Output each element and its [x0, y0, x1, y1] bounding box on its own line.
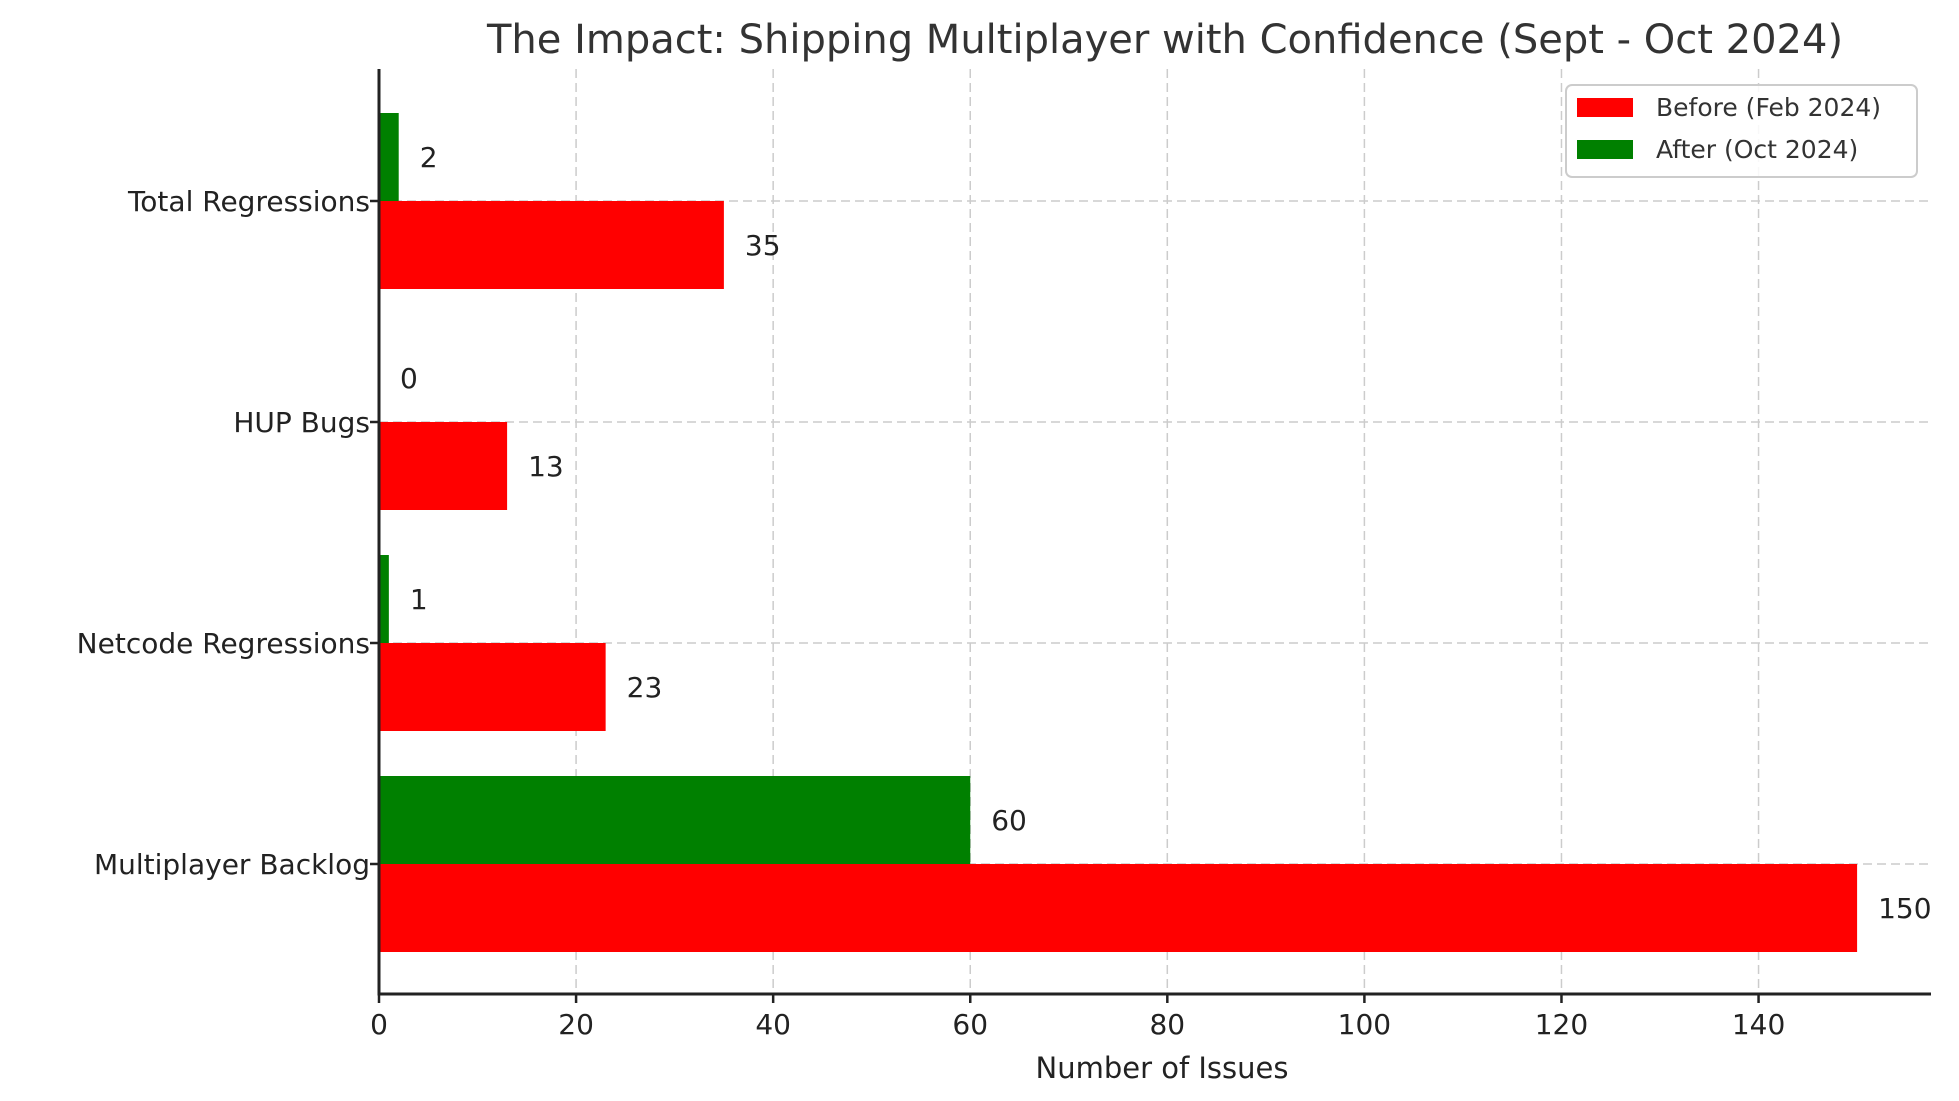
value-labels: 35 2 13 0 23 1 150 60: [400, 141, 1932, 925]
x-axis-label: Number of Issues: [1036, 1051, 1289, 1085]
value-label-after: 2: [420, 141, 438, 174]
x-tick-label: 20: [558, 1008, 594, 1041]
y-tick-label: Total Regressions: [127, 185, 370, 218]
y-tick-label: Multiplayer Backlog: [94, 848, 370, 881]
y-tick-label: HUP Bugs: [233, 406, 370, 439]
value-label-before: 23: [627, 671, 663, 704]
y-tick-label: Netcode Regressions: [77, 627, 370, 660]
x-tick-label: 80: [1149, 1008, 1185, 1041]
x-tick-label: 100: [1338, 1008, 1391, 1041]
y-axis-ticks: Total Regressions HUP Bugs Netcode Regress…: [77, 185, 379, 881]
x-axis-ticks: 0 20 40 60 80 100 120 140: [370, 994, 1785, 1041]
chart-title: The Impact: Shipping Multiplayer with Co…: [486, 17, 1843, 63]
legend: Before (Feb 2024) After (Oct 2024): [1565, 84, 1918, 178]
legend-box: [1565, 84, 1918, 178]
bar-after: [379, 113, 399, 201]
value-label-after: 0: [400, 362, 418, 395]
value-label-before: 150: [1878, 892, 1931, 925]
x-tick-label: 40: [755, 1008, 791, 1041]
bars: [379, 113, 1858, 952]
legend-label: After (Oct 2024): [1656, 135, 1858, 164]
bar-before: [379, 201, 724, 289]
bar-after: [379, 776, 971, 864]
legend-swatch: [1577, 140, 1633, 159]
bar-before: [379, 643, 606, 731]
value-label-after: 60: [991, 804, 1027, 837]
bar-before: [379, 864, 1858, 952]
legend-label: Before (Feb 2024): [1656, 93, 1881, 122]
value-label-before: 13: [528, 450, 564, 483]
x-tick-label: 140: [1732, 1008, 1785, 1041]
value-label-before: 35: [745, 229, 781, 262]
value-label-after: 1: [410, 583, 428, 616]
axes: [377, 69, 1931, 996]
bar-after: [379, 555, 389, 643]
x-tick-label: 120: [1535, 1008, 1588, 1041]
x-tick-label: 60: [952, 1008, 988, 1041]
bar-before: [379, 422, 508, 510]
x-tick-label: 0: [370, 1008, 388, 1041]
legend-swatch: [1577, 98, 1633, 117]
